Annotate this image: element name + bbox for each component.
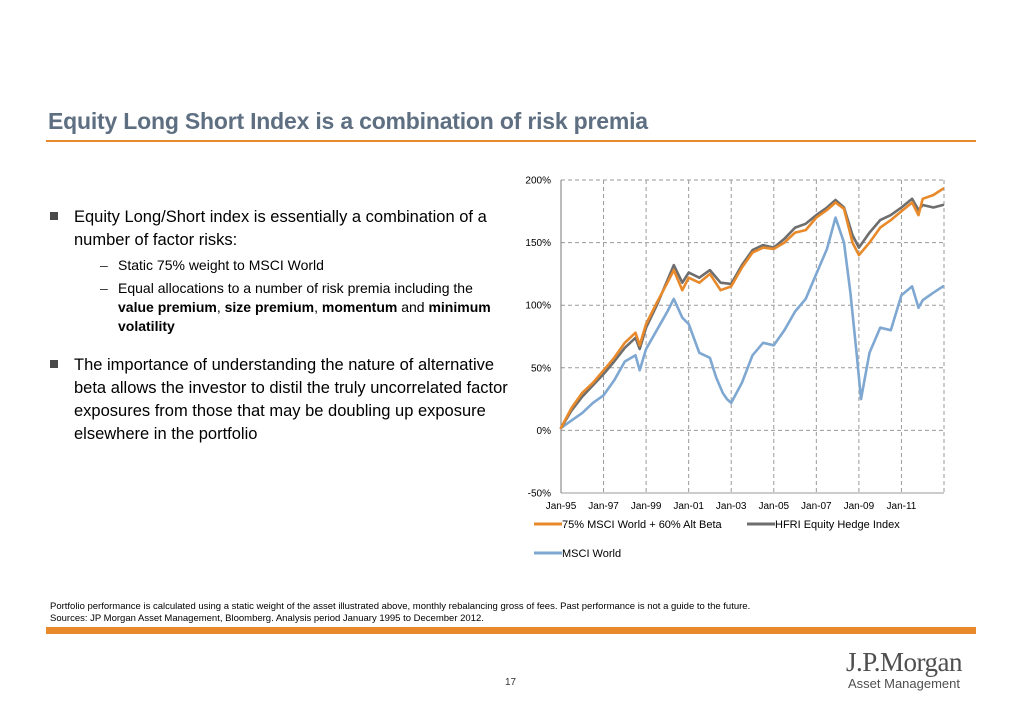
momentum-text: momentum <box>321 299 398 315</box>
x-tick-label: Jan-07 <box>801 501 832 512</box>
x-tick-label: Jan-01 <box>673 501 704 512</box>
sub-bullet-msci-weight: – Static 75% weight to MSCI World <box>100 256 508 275</box>
bullet-item-factor-risks: Equity Long/Short index is essentially a… <box>48 206 508 336</box>
title-divider <box>46 140 976 142</box>
y-tick-label: 200% <box>525 176 551 187</box>
y-tick-label: 150% <box>525 238 551 249</box>
x-tick-label: Jan-05 <box>758 501 789 512</box>
bullet-text: The importance of understanding the natu… <box>74 356 508 443</box>
y-tick-label: 50% <box>531 363 551 374</box>
dash-icon: – <box>100 257 108 273</box>
x-tick-label: Jan-09 <box>844 501 875 512</box>
performance-line-chart: -50% 0% 50% 100% 150% 200% Jan-95 Jan-97 Jan-99 J… <box>525 176 945 560</box>
legend-label: MSCI World <box>562 548 621 560</box>
bullet-text: Equity Long/Short index is essentially a… <box>74 208 487 249</box>
bullet-item-alternative-beta: The importance of understanding the natu… <box>48 354 508 446</box>
bullet-list: Equity Long/Short index is essentially a… <box>48 206 508 458</box>
page-number: 17 <box>505 677 517 688</box>
x-tick-label: Jan-95 <box>546 501 577 512</box>
x-tick-label: Jan-03 <box>716 501 747 512</box>
square-bullet-icon <box>50 360 58 368</box>
footer-accent-bar <box>46 627 976 634</box>
and-text: and <box>401 299 425 315</box>
value-premium-text: value premium <box>118 299 217 315</box>
sub-bullet-text: Equal allocations to a number of risk pr… <box>118 279 508 336</box>
separator-text: , <box>216 299 221 315</box>
slide-title: Equity Long Short Index is a combination… <box>48 108 648 134</box>
footnote-line-sources: Sources: JP Morgan Asset Management, Blo… <box>50 613 484 624</box>
jpmorgan-logo: J.P.Morgan Asset Management <box>846 648 976 692</box>
y-tick-label: -50% <box>528 489 551 500</box>
dash-icon: – <box>100 280 108 296</box>
sub-bullet-text: Static 75% weight to MSCI World <box>118 257 324 273</box>
minimum-volatility-text: minimum volatility <box>118 299 491 334</box>
size-premium-text: size premium <box>224 299 315 315</box>
sub-bullet-text-intro: Equal allocations to a number of risk pr… <box>118 280 473 296</box>
logo-brand-text: J.P.Morgan <box>846 647 963 677</box>
x-tick-label: Jan-97 <box>588 501 619 512</box>
y-tick-label: 0% <box>537 426 552 437</box>
series-line-msci-world <box>559 216 945 430</box>
sub-bullet-risk-premia: – Equal allocations to a number of risk … <box>100 279 508 336</box>
legend-label: HFRI Equity Hedge Index <box>775 519 900 531</box>
y-tick-label: 100% <box>525 301 551 312</box>
square-bullet-icon <box>50 212 58 220</box>
logo-sub-text: Asset Management <box>848 676 961 691</box>
x-tick-label: Jan-11 <box>887 501 917 512</box>
footnote-line-methodology: Portfolio performance is calculated usin… <box>50 601 751 612</box>
series-line-alt-beta <box>559 187 945 430</box>
series-line-hfri <box>559 197 945 430</box>
footnote: Portfolio performance is calculated usin… <box>50 601 750 625</box>
separator-text: , <box>314 299 318 315</box>
x-tick-label: Jan-99 <box>631 501 662 512</box>
legend-label: 75% MSCI World + 60% Alt Beta <box>562 519 723 531</box>
